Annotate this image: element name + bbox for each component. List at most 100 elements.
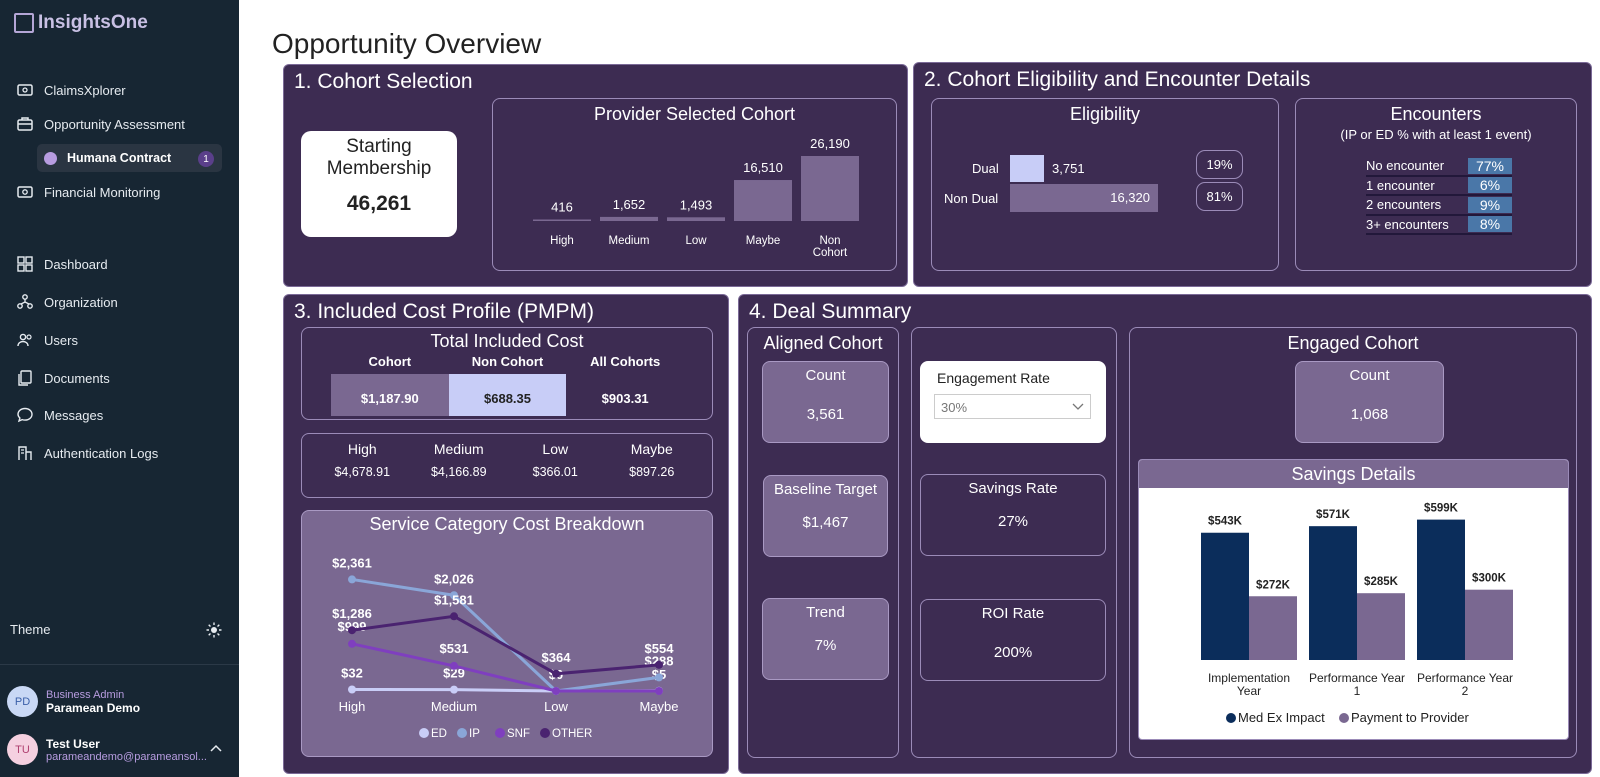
- cohort-bar: [533, 219, 591, 221]
- svc-data-label: $1,286: [332, 606, 372, 621]
- sidebar-item-organization[interactable]: Organization: [16, 291, 118, 313]
- cost-level-label: Medium: [433, 441, 484, 457]
- cohort-bar: [667, 217, 725, 221]
- total-included-cost-card: Total Included Cost Cohort $1,187.90 Non…: [301, 327, 713, 420]
- trend-value: 7%: [814, 637, 837, 654]
- nondual-label: Non Dual: [944, 191, 999, 206]
- savings-category-label: Implementation: [1208, 671, 1290, 685]
- cohort-bar-value: 16,510: [743, 160, 783, 175]
- sidebar-item-label: Documents: [44, 370, 110, 386]
- cohort-category-label: Low: [685, 235, 707, 247]
- dual-bar: [1010, 155, 1045, 182]
- encounter-label: 2 encounters: [1366, 197, 1442, 213]
- cost-level: Low $366.01: [509, 441, 601, 479]
- nondual-value: 16,320: [1110, 190, 1150, 205]
- sidebar-subitem-humana-contract[interactable]: Humana Contract 1: [37, 144, 222, 172]
- user-email: parameandemo@parameansol...: [46, 750, 207, 763]
- engagement-label: Engagement Rate: [937, 370, 1050, 386]
- chevron-up-icon[interactable]: [210, 744, 222, 754]
- savings-bar-value: $543K: [1208, 516, 1243, 528]
- logo-text: InsightsOne: [38, 12, 148, 33]
- sidebar-item-dashboard[interactable]: Dashboard: [16, 253, 108, 275]
- sidebar-item-claimsxplorer[interactable]: ClaimsXplorer: [16, 79, 126, 101]
- aligned-title: Aligned Cohort: [763, 333, 883, 353]
- claims-icon: [17, 84, 33, 96]
- main-content: Opportunity Overview 1. Cohort Selection…: [239, 0, 1600, 777]
- tic-col-all: All Cohorts $903.31: [566, 354, 684, 416]
- engagement-rate-select[interactable]: 30%: [934, 394, 1091, 419]
- sidebar-item-messages[interactable]: Messages: [16, 404, 103, 426]
- engaged-title: Engaged Cohort: [1287, 333, 1419, 353]
- sidebar-item-label: Dashboard: [44, 256, 108, 272]
- user-profile[interactable]: TU Test User parameandemo@parameansol...: [7, 734, 207, 765]
- encounter-percent: 6%: [1468, 177, 1512, 194]
- savings-bar-value: $571K: [1316, 509, 1351, 521]
- starting-membership-label: Membership: [326, 158, 432, 179]
- cost-level: High $4,678.91: [316, 441, 408, 479]
- cost-level-value: $366.01: [532, 465, 578, 479]
- service-category-chart: HighMediumLowMaybe$32$29$0$5$2,361$2,026…: [332, 555, 678, 740]
- eligibility-title: Eligibility: [1069, 104, 1141, 124]
- cohort-bar: [801, 156, 859, 221]
- engaged-count-value: 1,068: [1350, 406, 1389, 423]
- sidebar-item-authentication-logs[interactable]: Authentication Logs: [16, 442, 158, 464]
- svc-point: [450, 685, 458, 694]
- sun-icon[interactable]: [206, 622, 222, 638]
- savings-bar: [1465, 589, 1513, 660]
- savings-bar-value: $285K: [1364, 576, 1399, 588]
- savings-category-label: 1: [1354, 684, 1361, 698]
- svc-legend-marker: [457, 728, 467, 738]
- tic-col-cohort: Cohort $1,187.90: [331, 354, 449, 416]
- sidebar: InsightsOne ClaimsXplorer Opportunity As…: [0, 0, 239, 777]
- encounter-row: 2 encounters 9%: [1366, 196, 1512, 216]
- rates-card: Engagement Rate 30% Savings Rate 27% ROI…: [911, 327, 1117, 758]
- baseline-value: $1,467: [802, 514, 849, 531]
- page-title: Opportunity Overview: [272, 28, 542, 59]
- savings-bar: [1309, 526, 1357, 660]
- savings-legend-marker: [1339, 713, 1349, 723]
- cohort-bar-value: 416: [551, 200, 573, 215]
- user-name: Test User: [46, 736, 100, 751]
- tic-col-noncohort: Non Cohort $688.35: [448, 354, 567, 416]
- section-cohort-selection: 1. Cohort Selection Starting Membership …: [283, 64, 908, 287]
- cost-level-label: High: [347, 441, 377, 457]
- sidebar-item-users[interactable]: Users: [16, 329, 78, 351]
- sidebar-divider: [0, 664, 239, 665]
- app-logo[interactable]: InsightsOne: [14, 12, 148, 34]
- roi-rate-tile: ROI Rate 200%: [920, 599, 1106, 681]
- auth-logs-icon: [18, 446, 32, 460]
- aligned-cohort-card: Aligned Cohort Count 3,561 Baseline Targ…: [747, 327, 899, 758]
- eligibility-card: Eligibility Dual 3,751 Non Dual 16,320 1…: [931, 98, 1279, 271]
- tic-title: Total Included Cost: [430, 331, 584, 351]
- sidebar-item-opportunity-assessment[interactable]: Opportunity Assessment: [16, 113, 185, 135]
- cohort-category-label: Maybe: [746, 235, 781, 247]
- section-title: 1. Cohort Selection: [294, 70, 473, 93]
- svc-data-label: $554: [645, 641, 675, 656]
- count-badge: 1: [198, 151, 214, 167]
- svc-point: [450, 612, 458, 621]
- svc-point: [655, 673, 663, 682]
- svc-data-label: $531: [440, 641, 469, 656]
- messages-icon: [17, 407, 33, 423]
- encounter-row: 1 encounter 6%: [1366, 177, 1512, 196]
- sidebar-item-label: Financial Monitoring: [44, 184, 161, 200]
- svc-data-label: $2,026: [434, 571, 474, 586]
- trend-label: Trend: [806, 604, 845, 621]
- documents-icon: [18, 370, 32, 386]
- svc-data-label: $1,581: [434, 592, 474, 607]
- savings-bar-value: $599K: [1424, 503, 1459, 515]
- sidebar-item-documents[interactable]: Documents: [16, 367, 110, 389]
- chart-title: Provider Selected Cohort: [593, 104, 796, 124]
- money-icon: [17, 186, 33, 198]
- savings-bar: [1357, 593, 1405, 660]
- cost-level-label: Maybe: [630, 441, 673, 457]
- tic-col-value: $1,187.90: [331, 374, 449, 416]
- org-profile[interactable]: PD Business Admin Paramean Demo: [7, 686, 140, 717]
- cohort-bar-value: 26,190: [810, 136, 850, 151]
- count-tile: Count 3,561: [762, 361, 889, 443]
- sidebar-item-financial-monitoring[interactable]: Financial Monitoring: [16, 181, 160, 203]
- svc-point: [450, 591, 458, 600]
- svc-point: [348, 626, 356, 635]
- svc-point: [348, 685, 356, 694]
- svc-legend-label: ED: [431, 728, 447, 740]
